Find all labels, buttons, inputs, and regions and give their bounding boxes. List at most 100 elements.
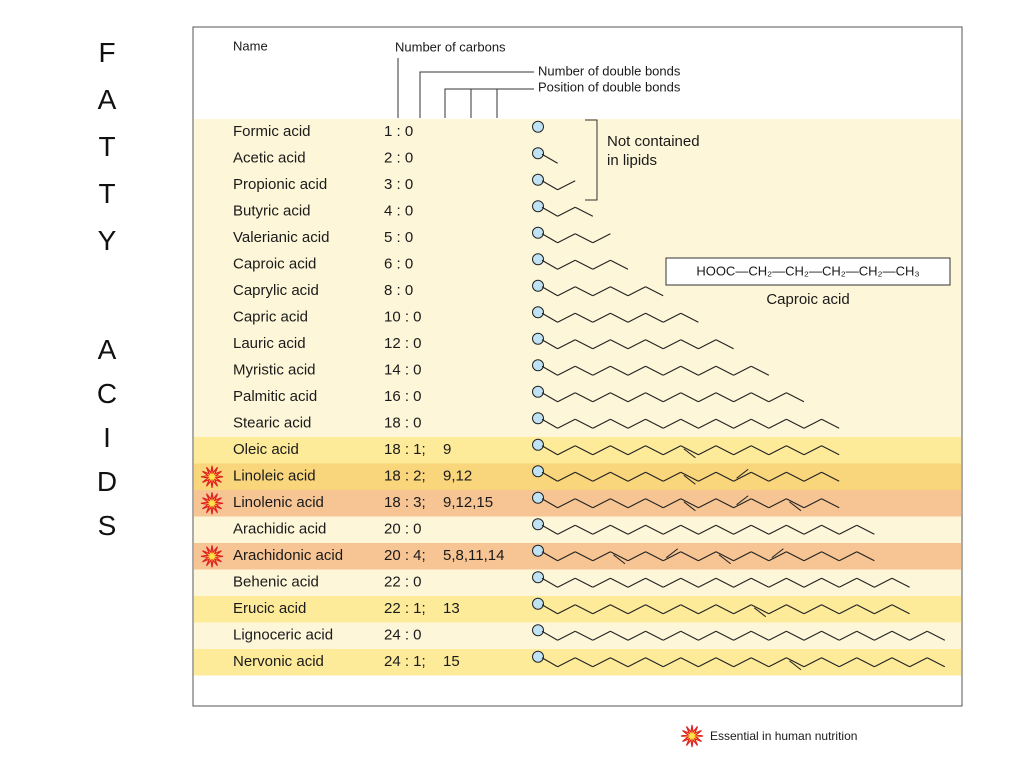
bond bbox=[662, 339, 682, 350]
bond bbox=[592, 418, 611, 429]
acid-name: Caproic acid bbox=[233, 256, 316, 273]
bond bbox=[627, 498, 646, 509]
bond bbox=[662, 418, 682, 429]
bond bbox=[803, 471, 822, 482]
bond bbox=[610, 445, 629, 456]
bond bbox=[645, 418, 664, 429]
bond bbox=[541, 233, 558, 244]
bond bbox=[662, 471, 682, 482]
bond bbox=[768, 498, 787, 509]
bond bbox=[557, 657, 576, 668]
acid-code: 18 : 3; bbox=[384, 494, 426, 511]
bond bbox=[750, 392, 770, 403]
carboxyl bbox=[532, 544, 544, 557]
bond bbox=[874, 577, 893, 588]
carboxyl bbox=[532, 571, 544, 584]
acid-name: Capric acid bbox=[233, 309, 308, 326]
acid-code: 16 : 0 bbox=[384, 388, 422, 405]
bond bbox=[715, 551, 734, 562]
bond bbox=[541, 551, 558, 562]
header-carbons: Number of carbons bbox=[395, 39, 506, 54]
bond bbox=[592, 630, 611, 641]
bond bbox=[803, 445, 822, 456]
bond bbox=[821, 604, 840, 615]
carboxyl bbox=[532, 332, 544, 345]
bond bbox=[574, 551, 594, 562]
bond bbox=[750, 365, 770, 376]
bond bbox=[557, 524, 576, 535]
bond bbox=[891, 657, 910, 668]
bond bbox=[891, 577, 910, 588]
bond bbox=[750, 657, 770, 668]
acid-code: 20 : 0 bbox=[384, 521, 422, 538]
bond bbox=[662, 312, 682, 323]
bond bbox=[662, 577, 682, 588]
row-band bbox=[194, 543, 961, 570]
row-band bbox=[194, 304, 961, 331]
carboxyl bbox=[532, 200, 544, 213]
bond bbox=[645, 445, 664, 456]
acid-code: 18 : 1; bbox=[384, 441, 426, 458]
bond bbox=[856, 630, 875, 641]
acid-code: 10 : 0 bbox=[384, 309, 422, 326]
bond bbox=[715, 498, 734, 509]
carboxyl bbox=[532, 412, 544, 425]
bond bbox=[574, 577, 594, 588]
bond bbox=[574, 498, 594, 509]
bond bbox=[680, 418, 699, 429]
bond bbox=[750, 630, 770, 641]
carboxyl bbox=[532, 173, 544, 186]
essential-star bbox=[200, 465, 224, 488]
bond bbox=[698, 498, 717, 509]
bond bbox=[574, 206, 594, 217]
bond bbox=[733, 657, 752, 668]
bond bbox=[627, 524, 646, 535]
bond bbox=[574, 418, 594, 429]
legend-label: Essential in human nutrition bbox=[710, 729, 857, 743]
bond bbox=[838, 577, 858, 588]
bond bbox=[838, 524, 858, 535]
acid-name: Acetic acid bbox=[233, 150, 306, 167]
bond bbox=[574, 339, 594, 350]
acid-code: 20 : 4; bbox=[384, 547, 426, 564]
bond bbox=[557, 392, 576, 403]
bond bbox=[645, 471, 664, 482]
bond-positions: 15 bbox=[443, 653, 460, 670]
bond bbox=[592, 392, 611, 403]
bond bbox=[662, 630, 682, 641]
bond bbox=[680, 657, 699, 668]
bond bbox=[715, 392, 734, 403]
acid-code: 22 : 1; bbox=[384, 600, 426, 617]
bond bbox=[592, 471, 611, 482]
bond bbox=[645, 630, 664, 641]
bond bbox=[803, 604, 822, 615]
acid-name: Lauric acid bbox=[233, 335, 306, 352]
bond bbox=[838, 630, 858, 641]
bond bbox=[592, 657, 611, 668]
bond bbox=[627, 577, 646, 588]
bond bbox=[733, 471, 752, 482]
bond bbox=[715, 365, 734, 376]
acid-code: 1 : 0 bbox=[384, 123, 413, 140]
bond bbox=[680, 445, 699, 456]
row-band bbox=[194, 225, 961, 252]
bond bbox=[909, 630, 928, 641]
bond bbox=[541, 206, 558, 217]
bond bbox=[557, 418, 576, 429]
acid-name: Palmitic acid bbox=[233, 388, 317, 405]
bond bbox=[645, 657, 664, 668]
bond bbox=[662, 551, 682, 562]
bond bbox=[610, 418, 629, 429]
bond bbox=[698, 339, 717, 350]
bond bbox=[768, 577, 787, 588]
bond bbox=[610, 498, 629, 509]
bond bbox=[856, 524, 875, 535]
acid-name: Nervonic acid bbox=[233, 653, 324, 670]
bond bbox=[786, 630, 805, 641]
bond bbox=[610, 551, 629, 562]
bond bbox=[574, 630, 594, 641]
bond bbox=[680, 604, 699, 615]
bond bbox=[662, 445, 682, 456]
acid-code: 24 : 1; bbox=[384, 653, 426, 670]
